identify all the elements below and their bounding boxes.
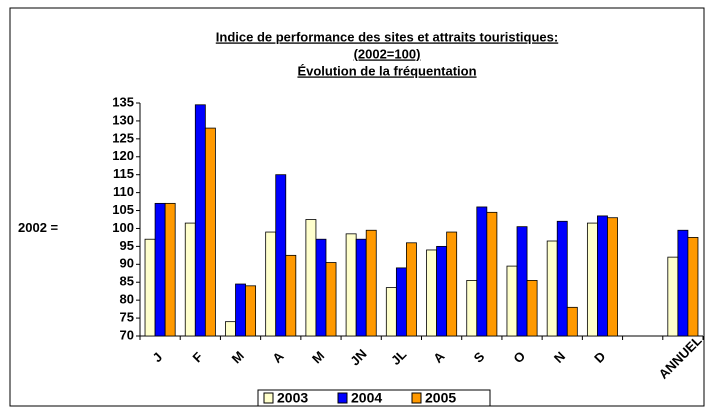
bar [235, 283, 246, 337]
bar [677, 229, 689, 337]
bar [486, 211, 498, 337]
legend-swatch [337, 392, 348, 404]
legend-label: 2003 [277, 390, 308, 406]
y-tick-label: 110 [113, 184, 134, 199]
bar [395, 267, 407, 337]
bar [597, 215, 608, 337]
bar [315, 238, 327, 337]
y-tick-label: 120 [112, 148, 134, 163]
bar [225, 321, 236, 337]
legend-label: 2004 [351, 390, 382, 406]
y-axis-label: 2002 = [18, 220, 59, 235]
bar [245, 285, 257, 337]
y-tick-label: 85 [120, 274, 134, 289]
chart-title: (2002=100) [354, 46, 421, 61]
bar [466, 280, 478, 337]
bar [506, 265, 518, 337]
y-tick-label: 70 [120, 327, 134, 342]
legend-swatch [411, 392, 422, 404]
bar [667, 256, 679, 337]
bar [436, 245, 448, 337]
bar [325, 262, 337, 337]
bar [164, 202, 176, 337]
bar [265, 231, 277, 337]
bar [345, 233, 357, 337]
bar [305, 219, 317, 337]
bar [476, 206, 488, 337]
y-tick-label: 115 [113, 166, 134, 181]
bar [446, 231, 458, 337]
legend-box [257, 389, 491, 407]
y-tick-label: 90 [120, 256, 134, 271]
bar [516, 226, 528, 337]
bar [406, 242, 417, 337]
legend-swatch [263, 392, 274, 404]
bar [144, 238, 156, 337]
chart-title: Indice de performance des sites et attra… [216, 29, 558, 44]
y-tick-label: 135 [112, 94, 134, 109]
bar [194, 104, 206, 337]
bar [566, 306, 578, 337]
y-tick-label: 80 [120, 292, 134, 307]
y-tick-label: 130 [112, 112, 134, 127]
bar [355, 238, 367, 337]
y-tick-label: 125 [112, 130, 134, 145]
bar [607, 217, 618, 337]
y-tick-label: 75 [120, 310, 134, 325]
bar [426, 249, 437, 337]
y-tick-label: 95 [120, 238, 134, 253]
bar [556, 220, 568, 337]
bar [285, 254, 297, 337]
bar [204, 127, 216, 337]
chart-border [9, 7, 705, 407]
chart-title: Évolution de la fréquentation [297, 63, 476, 78]
y-tick-label: 100 [112, 220, 134, 235]
bar [586, 222, 598, 337]
y-tick-label: 105 [112, 202, 134, 217]
bar [365, 229, 377, 337]
bar [687, 237, 699, 337]
bar [385, 287, 397, 337]
bar [526, 280, 538, 337]
bar [275, 174, 287, 337]
bar [184, 222, 196, 337]
legend-label: 2005 [425, 390, 456, 406]
bar [546, 240, 558, 337]
bar [154, 202, 166, 337]
